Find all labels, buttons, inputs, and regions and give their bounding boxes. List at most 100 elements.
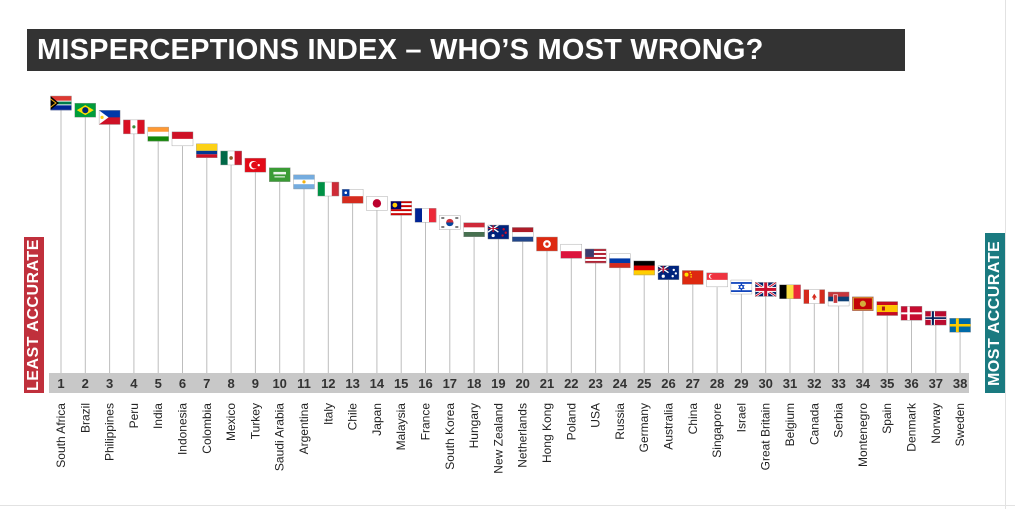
rank-label: 6 xyxy=(179,376,186,391)
country-label: USA xyxy=(589,403,603,428)
country-label: Hong Kong xyxy=(540,403,554,463)
rank-label: 7 xyxy=(203,376,210,391)
country-label: Poland xyxy=(564,403,578,440)
right-edge-line xyxy=(1005,0,1006,509)
flag-us-icon xyxy=(584,248,607,264)
rank-label: 29 xyxy=(734,376,748,391)
country-label: Denmark xyxy=(905,402,919,452)
rank-label: 31 xyxy=(783,376,797,391)
country-label: Philippines xyxy=(103,403,117,461)
rank-band xyxy=(49,373,969,393)
rank-label: 9 xyxy=(252,376,259,391)
chart-title: MISPERCEPTIONS INDEX – WHO’S MOST WRONG? xyxy=(27,29,905,71)
rank-label: 17 xyxy=(443,376,457,391)
country-label: Germany xyxy=(637,403,651,452)
rank-label: 28 xyxy=(710,376,724,391)
country-label: Brazil xyxy=(78,403,92,433)
country-label: Sweden xyxy=(953,403,967,446)
rank-label: 14 xyxy=(370,376,385,391)
country-label: Mexico xyxy=(224,403,238,441)
country-label: Colombia xyxy=(200,403,214,454)
flag-ru-icon xyxy=(609,253,631,269)
rank-label: 33 xyxy=(831,376,845,391)
country-label: Chile xyxy=(346,403,360,431)
country-label: Hungary xyxy=(467,403,481,448)
rank-label: 16 xyxy=(418,376,432,391)
flag-pe-icon xyxy=(123,119,145,135)
flag-ar-icon xyxy=(293,174,315,190)
flag-ph-icon xyxy=(98,110,121,125)
country-label: South Korea xyxy=(443,403,457,470)
flag-fr-icon xyxy=(414,208,437,223)
country-label: Russia xyxy=(613,403,627,440)
flag-pl-icon xyxy=(560,243,582,259)
flag-it-icon xyxy=(317,181,340,197)
country-label: Israel xyxy=(734,403,748,432)
flag-hu-icon xyxy=(463,222,485,237)
rank-label: 5 xyxy=(155,376,162,391)
rank-label: 19 xyxy=(491,376,505,391)
country-label: Italy xyxy=(321,403,335,425)
rank-label: 18 xyxy=(467,376,481,391)
rank-label: 30 xyxy=(758,376,772,391)
flags-layer xyxy=(50,95,971,333)
rank-label: 38 xyxy=(953,376,967,391)
rank-label: 13 xyxy=(345,376,359,391)
flag-de-icon xyxy=(633,260,655,276)
rank-label: 37 xyxy=(929,376,943,391)
bottom-edge-line xyxy=(0,505,1015,506)
country-label: Spain xyxy=(880,403,894,434)
flag-hk-icon xyxy=(536,236,558,252)
country-label: Serbia xyxy=(832,403,846,438)
rank-label: 24 xyxy=(613,376,628,391)
rank-label: 15 xyxy=(394,376,408,391)
flag-sg-icon xyxy=(706,272,728,288)
flag-tr-icon xyxy=(244,157,267,173)
country-label: Malaysia xyxy=(394,403,408,451)
flag-nz-icon xyxy=(487,224,510,240)
flag-gb-icon xyxy=(754,281,777,298)
flag-ca-icon xyxy=(803,289,825,304)
flag-sa-icon xyxy=(269,167,291,182)
flag-co-icon xyxy=(196,143,218,159)
flag-nl-icon xyxy=(512,227,534,242)
flag-be-icon xyxy=(779,284,801,300)
country-label: France xyxy=(419,403,433,441)
rank-label: 34 xyxy=(856,376,871,391)
flag-rs-icon xyxy=(827,291,850,307)
flag-au-icon xyxy=(657,265,680,280)
country-label: Australia xyxy=(662,403,676,450)
flag-kr-icon xyxy=(439,215,461,230)
country-label: Peru xyxy=(127,403,141,428)
country-label: Great Britain xyxy=(759,403,773,470)
country-label: Japan xyxy=(370,403,384,436)
flag-id-icon xyxy=(171,131,194,147)
flag-cl-icon xyxy=(341,189,364,204)
country-label: New Zealand xyxy=(491,403,505,474)
stems-layer xyxy=(60,110,961,373)
flag-no-icon xyxy=(925,310,947,326)
flag-za-icon xyxy=(50,95,72,111)
rank-label: 23 xyxy=(588,376,602,391)
country-label: Montenegro xyxy=(856,403,870,467)
rank-label: 2 xyxy=(82,376,89,391)
country-label: Saudi Arabia xyxy=(273,403,287,471)
flag-in-icon xyxy=(147,126,169,142)
country-label: Belgium xyxy=(783,403,797,446)
rank-label: 11 xyxy=(297,376,311,391)
country-labels-layer: South Africa Brazil Philippines Peru India In… xyxy=(54,402,967,474)
flag-cn-icon xyxy=(682,270,704,285)
country-label: Turkey xyxy=(248,403,262,439)
flag-jp-icon xyxy=(366,196,388,211)
rank-label: 25 xyxy=(637,376,651,391)
rank-label: 12 xyxy=(321,376,335,391)
rank-label: 22 xyxy=(564,376,578,391)
rank-label: 27 xyxy=(686,376,700,391)
country-label: Singapore xyxy=(710,403,724,458)
flag-mx-icon xyxy=(220,150,242,166)
flag-my-icon xyxy=(390,200,412,216)
rank-label: 20 xyxy=(515,376,529,391)
rank-label: 21 xyxy=(540,376,554,391)
country-label: Canada xyxy=(807,403,821,445)
